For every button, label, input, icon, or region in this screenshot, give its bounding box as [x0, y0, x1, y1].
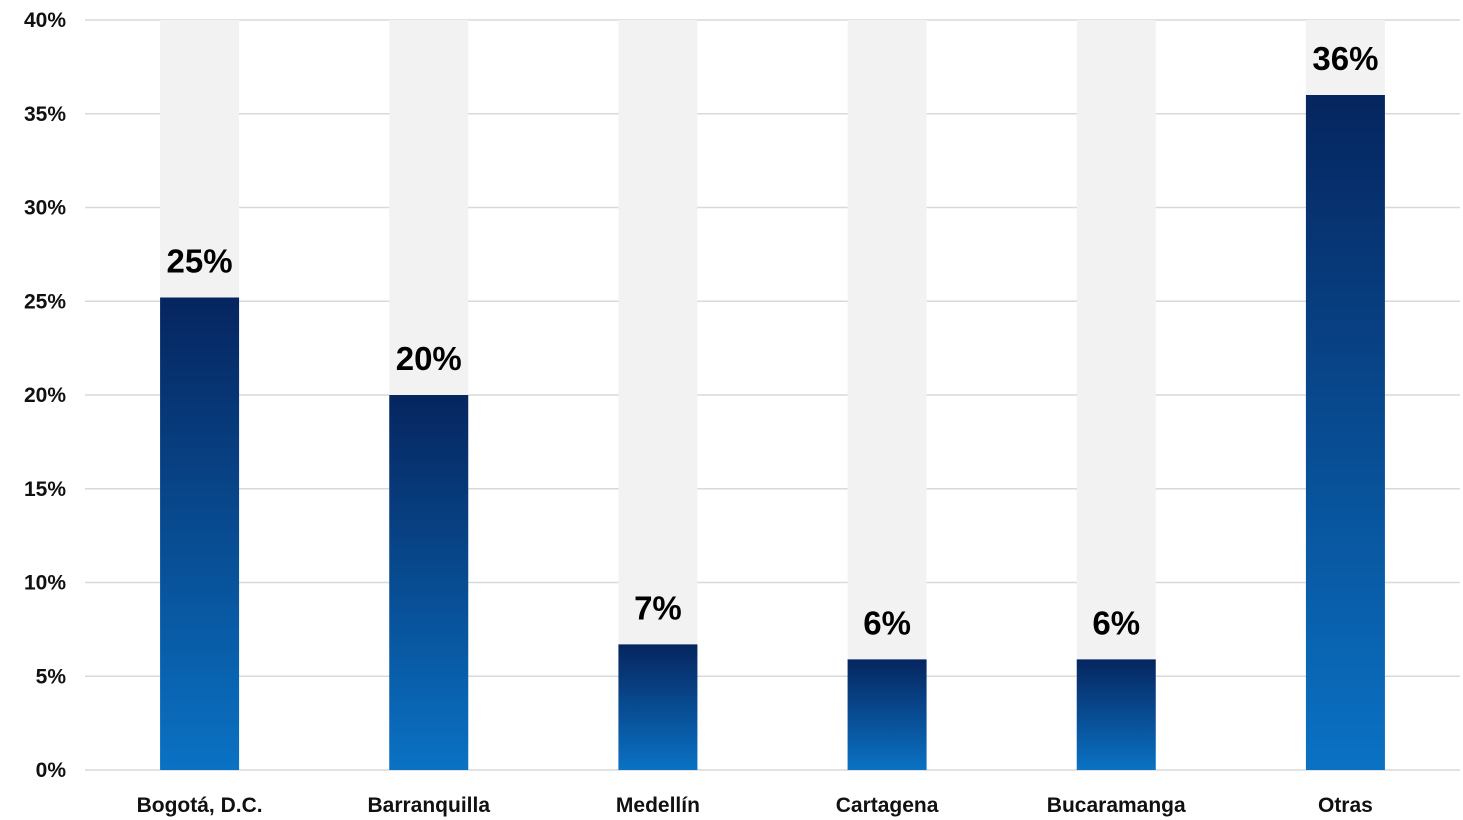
x-category-label: Otras	[1318, 794, 1373, 817]
bar-track	[847, 20, 927, 770]
y-tick-label: 20%	[24, 384, 66, 407]
gridlines	[85, 19, 1460, 771]
bar-track	[1076, 20, 1156, 770]
y-tick-label: 10%	[24, 572, 66, 595]
data-labels: 25% 20% 7% 6% 6% 36%	[167, 40, 1379, 641]
bar	[1305, 95, 1385, 770]
x-category-label: Bogotá, D.C.	[137, 794, 263, 817]
y-tick-label: 15%	[24, 478, 66, 501]
data-label: 6%	[1092, 604, 1140, 641]
x-category-label: Cartagena	[836, 794, 939, 817]
y-tick-label: 40%	[24, 9, 66, 32]
y-tick-label: 30%	[24, 197, 66, 220]
bar	[389, 395, 469, 770]
y-tick-label: 5%	[36, 665, 67, 688]
y-tick-label: 35%	[24, 103, 66, 126]
x-category-label: Barranquilla	[367, 794, 490, 817]
bar	[847, 659, 927, 770]
y-tick-label: 25%	[24, 290, 66, 313]
x-category-label: Bucaramanga	[1047, 794, 1186, 817]
y-axis-ticks: 0% 5% 10% 15% 20% 25% 30% 35% 40%	[24, 9, 66, 782]
y-tick-label: 0%	[36, 759, 67, 782]
x-axis-categories: Bogotá, D.C. Barranquilla Medellín Cartagen…	[137, 794, 1373, 817]
bar	[618, 644, 698, 770]
data-label: 20%	[396, 340, 462, 377]
data-label: 36%	[1312, 40, 1378, 77]
x-category-label: Medellín	[616, 794, 700, 817]
data-label: 7%	[634, 589, 682, 626]
bar	[1076, 659, 1156, 770]
bars	[160, 95, 1385, 770]
bar	[160, 297, 240, 770]
data-label: 6%	[863, 604, 911, 641]
data-label: 25%	[167, 243, 233, 280]
